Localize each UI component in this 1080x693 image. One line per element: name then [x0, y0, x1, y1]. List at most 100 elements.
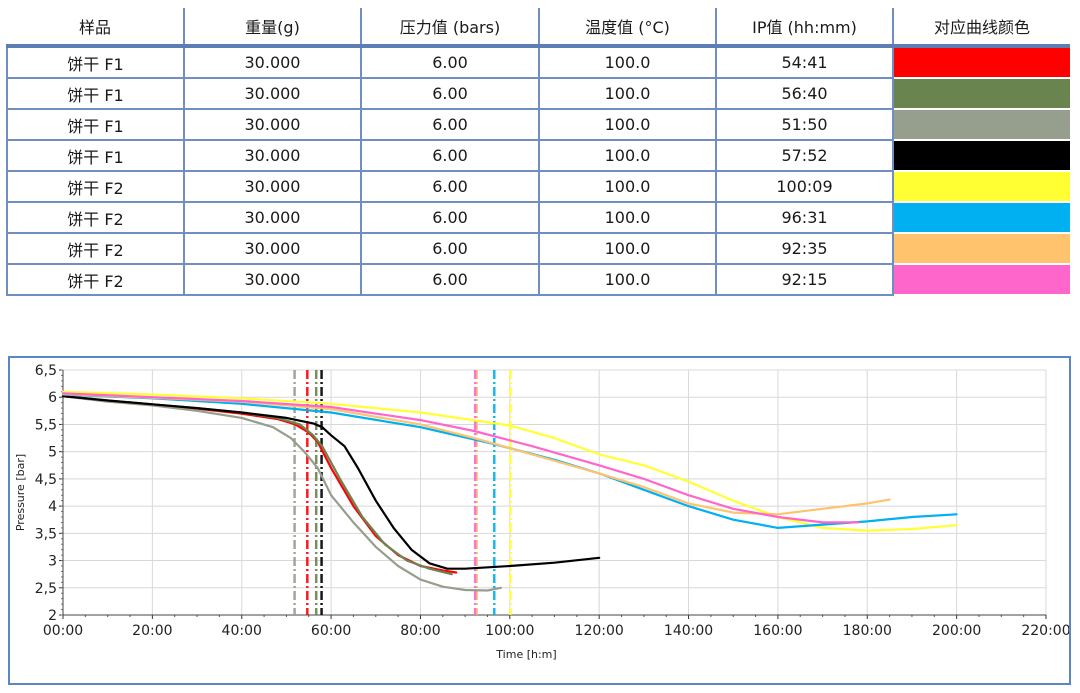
y-axis-title: Pressure [bar]: [14, 454, 27, 531]
cell-ip: 54:41: [716, 46, 894, 79]
curve-color-swatch: [893, 202, 1070, 234]
cell-weight: 30.000: [184, 233, 362, 265]
series-line: [61, 392, 891, 516]
curve-color-swatch: [893, 109, 1070, 141]
table-row: 饼干 F2 30.000 6.00 100.0 100:09: [6, 171, 1070, 203]
cell-temperature: 100.0: [539, 202, 717, 234]
table-body: 饼干 F1 30.000 6.00 100.0 54:41 饼干 F1 30.000 6.00…: [6, 46, 1070, 296]
y-tick-label: 4,5: [35, 472, 57, 488]
table-row: 饼干 F2 30.000 6.00 100.0 96:31: [6, 202, 1070, 234]
axes: 00:00 20:00 40:00 60:00 80:00 100:00 120:00 140…: [35, 363, 1069, 639]
header-pressure: 压力值 (bars): [361, 8, 540, 48]
cell-pressure: 6.00: [361, 78, 540, 110]
cell-ip: 57:52: [716, 140, 894, 172]
grid: [62, 369, 1047, 616]
x-tick-label: 220:00: [1021, 623, 1069, 639]
cell-temperature: 100.0: [539, 78, 717, 110]
y-tick-label: 3: [48, 554, 57, 570]
cell-pressure: 6.00: [361, 46, 540, 79]
header-sample: 样品: [7, 8, 185, 48]
pressure-chart: 00:00 20:00 40:00 60:00 80:00 100:00 120:00 140…: [10, 358, 1069, 683]
table-row: 饼干 F1 30.000 6.00 100.0 54:41: [6, 46, 1070, 79]
cell-temperature: 100.0: [539, 46, 717, 79]
series-line: [61, 390, 958, 532]
y-tick-label: 6,5: [35, 363, 57, 379]
y-tick-label: 2: [48, 608, 57, 624]
y-tick-label: 5,5: [35, 417, 57, 433]
cell-temperature: 100.0: [539, 140, 717, 172]
cell-pressure: 6.00: [361, 171, 540, 203]
cell-sample: 饼干 F2: [6, 264, 185, 296]
table-row: 饼干 F1 30.000 6.00 100.0 57:52: [6, 140, 1070, 172]
x-tick-label: 40:00: [222, 623, 262, 639]
chart-panel: 00:00 20:00 40:00 60:00 80:00 100:00 120:00 140…: [8, 356, 1071, 685]
x-tick-label: 80:00: [400, 623, 440, 639]
cell-pressure: 6.00: [361, 202, 540, 234]
cell-temperature: 100.0: [539, 264, 717, 296]
cell-sample: 饼干 F1: [6, 140, 185, 172]
series-line: [61, 392, 860, 524]
cell-temperature: 100.0: [539, 233, 717, 265]
series-lines: [61, 390, 958, 592]
curve-color-swatch: [893, 171, 1070, 203]
x-tick-label: 160:00: [753, 623, 802, 639]
curve-color-swatch: [893, 140, 1070, 172]
cell-pressure: 6.00: [361, 233, 540, 265]
x-tick-label: 00:00: [43, 623, 83, 639]
cell-ip: 100:09: [716, 171, 894, 203]
y-tick-label: 4: [48, 499, 57, 515]
cell-pressure: 6.00: [361, 109, 540, 141]
cell-sample: 饼干 F1: [6, 46, 185, 79]
y-tick-label: 3,5: [35, 526, 57, 542]
cell-ip: 92:15: [716, 264, 894, 296]
cell-ip: 96:31: [716, 202, 894, 234]
cell-weight: 30.000: [184, 171, 362, 203]
cell-sample: 饼干 F2: [6, 171, 185, 203]
header-ip: IP值 (hh:mm): [716, 8, 894, 48]
cell-pressure: 6.00: [361, 140, 540, 172]
table-row: 饼干 F2 30.000 6.00 100.0 92:15: [6, 264, 1070, 296]
results-table: 样品 重量(g) 压力值 (bars) 温度值 (°C) IP值 (hh:mm)…: [6, 8, 1070, 296]
cell-ip: 51:50: [716, 109, 894, 141]
cell-weight: 30.000: [184, 202, 362, 234]
x-tick-label: 100:00: [485, 623, 534, 639]
x-axis-title: Time [h:m]: [495, 648, 556, 661]
table-row: 饼干 F1 30.000 6.00 100.0 56:40: [6, 78, 1070, 110]
x-tick-label: 180:00: [843, 623, 892, 639]
cell-weight: 30.000: [184, 264, 362, 296]
y-tick-label: 6: [48, 390, 57, 406]
series-line: [61, 394, 502, 592]
cell-weight: 30.000: [184, 46, 362, 79]
x-tick-label: 140:00: [664, 623, 713, 639]
cell-sample: 饼干 F2: [6, 233, 185, 265]
cell-pressure: 6.00: [361, 264, 540, 296]
table-header-row: 样品 重量(g) 压力值 (bars) 温度值 (°C) IP值 (hh:mm)…: [7, 8, 1070, 48]
cell-weight: 30.000: [184, 78, 362, 110]
cell-weight: 30.000: [184, 140, 362, 172]
series-line: [61, 394, 601, 570]
cell-sample: 饼干 F1: [6, 109, 185, 141]
x-tick-label: 60:00: [311, 623, 351, 639]
curve-color-swatch: [893, 233, 1070, 265]
x-tick-label: 20:00: [132, 623, 172, 639]
cell-weight: 30.000: [184, 109, 362, 141]
y-tick-label: 5: [48, 445, 57, 461]
cell-sample: 饼干 F2: [6, 202, 185, 234]
header-temperature: 温度值 (°C): [539, 8, 717, 48]
cell-ip: 92:35: [716, 233, 894, 265]
cell-temperature: 100.0: [539, 171, 717, 203]
cell-sample: 饼干 F1: [6, 78, 185, 110]
table-row: 饼干 F2 30.000 6.00 100.0 92:35: [6, 233, 1070, 265]
x-tick-label: 200:00: [932, 623, 981, 639]
cell-temperature: 100.0: [539, 109, 717, 141]
header-curve-color: 对应曲线颜色: [893, 8, 1070, 48]
table-row: 饼干 F1 30.000 6.00 100.0 51:50: [6, 109, 1070, 141]
y-tick-label: 2,5: [35, 581, 57, 597]
plot-background: [10, 358, 1069, 683]
header-weight: 重量(g): [184, 8, 362, 48]
x-tick-label: 120:00: [575, 623, 624, 639]
curve-color-swatch: [893, 264, 1070, 296]
curve-color-swatch: [893, 78, 1070, 110]
cell-ip: 56:40: [716, 78, 894, 110]
curve-color-swatch: [893, 46, 1070, 79]
